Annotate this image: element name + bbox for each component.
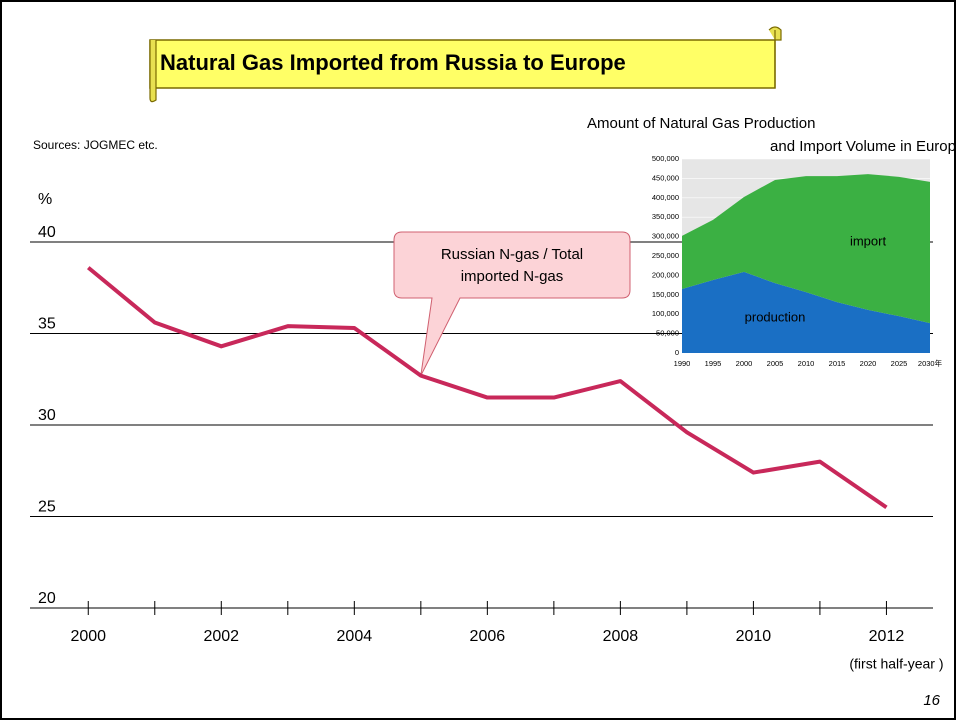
- x-tick-label: 2004: [337, 628, 373, 645]
- inset-y-tick-label: 100,000: [652, 309, 679, 318]
- x-tick-label: 2002: [203, 628, 239, 645]
- data-line: [86, 266, 888, 509]
- inset-x-tick-label: 2020: [860, 359, 877, 368]
- inset-y-tick-label: 300,000: [652, 232, 679, 241]
- y-tick-label: 30: [38, 407, 56, 424]
- inset-x-tick-label: 2025: [891, 359, 908, 368]
- inset-title: and Import Volume in Europ: [770, 138, 956, 155]
- x-tick-label: 2006: [470, 628, 506, 645]
- inset-x-tick-label: 2005: [767, 359, 784, 368]
- series-label: production: [745, 310, 806, 325]
- inset-y-tick-label: 400,000: [652, 193, 679, 202]
- inset-x-tick-label: 2015: [829, 359, 846, 368]
- x-tick-label: 2012: [869, 628, 905, 645]
- inset-x-tick-label: 2000: [736, 359, 753, 368]
- y-axis-label: %: [38, 191, 52, 208]
- y-tick-label: 35: [38, 316, 56, 333]
- y-tick-label: 25: [38, 499, 56, 516]
- area-production: [682, 271, 930, 353]
- y-tick-label: 40: [38, 224, 56, 241]
- banner-roll-right: [768, 26, 782, 88]
- title-banner: Natural Gas Imported from Russia to Euro…: [149, 26, 782, 103]
- area-chart: Amount of Natural Gas Production and Impo…: [587, 115, 956, 368]
- inset-y-tick-label: 450,000: [652, 173, 679, 182]
- callout-text: Russian N-gas / Total: [441, 246, 583, 263]
- banner-roll-left: [149, 40, 157, 103]
- slide-title: Natural Gas Imported from Russia to Euro…: [160, 50, 626, 75]
- area-import: [682, 174, 930, 324]
- inset-x-tick-label: 1995: [705, 359, 722, 368]
- inset-y-tick-label: 500,000: [652, 154, 679, 163]
- inset-y-tick-label: 0: [675, 348, 679, 357]
- y-tick-label: 20: [38, 590, 56, 607]
- callout-box: [393, 231, 631, 376]
- inset-title: Amount of Natural Gas Production: [587, 115, 815, 132]
- x-tick-label: 2000: [70, 628, 106, 645]
- source-note: Sources: JOGMEC etc.: [33, 138, 158, 152]
- x-tick-label: 2010: [736, 628, 772, 645]
- inset-x-tick-label: 2010: [798, 359, 815, 368]
- inset-y-tick-label: 350,000: [652, 212, 679, 221]
- inset-x-tick-label: 2030年: [918, 358, 943, 368]
- inset-y-tick-label: 150,000: [652, 290, 679, 299]
- x-tick-label: 2008: [603, 628, 639, 645]
- inset-y-tick-label: 200,000: [652, 270, 679, 279]
- series-label: import: [850, 233, 887, 248]
- page-number: 16: [923, 692, 940, 709]
- inset-y-tick-label: 50,000: [656, 329, 679, 338]
- inset-x-tick-label: 1990: [674, 359, 691, 368]
- inset-y-tick-label: 250,000: [652, 251, 679, 260]
- callout-text: imported N-gas: [461, 268, 564, 285]
- x-note: (first half-year ): [849, 656, 943, 672]
